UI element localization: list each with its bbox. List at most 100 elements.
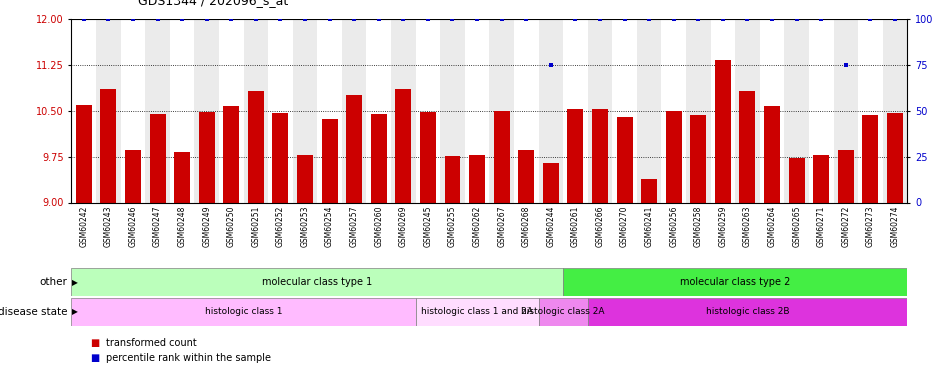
Text: percentile rank within the sample: percentile rank within the sample bbox=[106, 353, 270, 363]
Bar bbox=[661, 19, 685, 203]
Bar bbox=[194, 19, 219, 203]
Text: GDS1344 / 202096_s_at: GDS1344 / 202096_s_at bbox=[138, 0, 288, 8]
Bar bbox=[223, 106, 239, 202]
Bar bbox=[219, 19, 244, 203]
Bar bbox=[812, 155, 828, 203]
Point bbox=[272, 16, 288, 22]
Point bbox=[616, 16, 631, 22]
Point bbox=[420, 16, 435, 22]
Bar bbox=[342, 19, 367, 203]
Bar bbox=[169, 19, 194, 203]
Text: histologic class 1 and 2A: histologic class 1 and 2A bbox=[421, 308, 532, 316]
Bar bbox=[71, 19, 96, 203]
Text: histologic class 1: histologic class 1 bbox=[205, 308, 282, 316]
Bar bbox=[611, 19, 636, 203]
Bar bbox=[444, 156, 460, 203]
Point bbox=[445, 16, 460, 22]
Point bbox=[788, 16, 803, 22]
Bar bbox=[783, 19, 808, 203]
Point bbox=[347, 16, 362, 22]
Bar bbox=[493, 111, 509, 202]
Bar bbox=[689, 115, 705, 202]
Point bbox=[322, 16, 337, 22]
Point bbox=[567, 16, 583, 22]
Bar bbox=[685, 19, 710, 203]
Bar bbox=[759, 19, 783, 203]
Bar bbox=[468, 155, 485, 203]
Bar bbox=[272, 113, 288, 202]
Point bbox=[838, 62, 853, 68]
Bar bbox=[71, 268, 563, 296]
Bar bbox=[764, 106, 780, 202]
Bar bbox=[415, 19, 440, 203]
Point bbox=[665, 16, 681, 22]
Text: molecular class type 2: molecular class type 2 bbox=[680, 277, 789, 287]
Bar bbox=[174, 152, 189, 202]
Bar bbox=[837, 150, 853, 202]
Point bbox=[248, 16, 263, 22]
Text: disease state: disease state bbox=[0, 307, 68, 317]
Bar bbox=[543, 163, 558, 202]
Point bbox=[813, 16, 828, 22]
Bar bbox=[71, 298, 415, 326]
Point bbox=[199, 16, 214, 22]
Point bbox=[174, 16, 189, 22]
Bar bbox=[538, 298, 587, 326]
Text: ■: ■ bbox=[90, 353, 100, 363]
Point bbox=[76, 16, 91, 22]
Bar bbox=[739, 91, 755, 202]
Bar bbox=[121, 19, 145, 203]
Bar bbox=[395, 89, 411, 202]
Point bbox=[370, 16, 386, 22]
Bar bbox=[420, 112, 435, 202]
Bar bbox=[145, 19, 169, 203]
Bar bbox=[513, 19, 538, 203]
Point bbox=[469, 16, 485, 22]
Bar bbox=[808, 19, 833, 203]
Bar bbox=[198, 112, 214, 202]
Point bbox=[395, 16, 410, 22]
Bar bbox=[538, 19, 563, 203]
Bar bbox=[862, 115, 878, 202]
Bar bbox=[390, 19, 415, 203]
Bar bbox=[714, 60, 730, 202]
Bar bbox=[563, 268, 906, 296]
Bar bbox=[125, 150, 141, 202]
Text: other: other bbox=[40, 277, 68, 287]
Point bbox=[886, 16, 902, 22]
Bar bbox=[616, 117, 632, 202]
Bar bbox=[149, 114, 166, 202]
Point bbox=[297, 16, 312, 22]
Point bbox=[224, 16, 239, 22]
Bar bbox=[346, 95, 362, 202]
Bar bbox=[292, 19, 317, 203]
Text: histologic class 2A: histologic class 2A bbox=[521, 308, 605, 316]
Bar bbox=[636, 19, 661, 203]
Point bbox=[739, 16, 754, 22]
Text: ▶: ▶ bbox=[72, 308, 78, 316]
Bar bbox=[465, 19, 488, 203]
Text: transformed count: transformed count bbox=[106, 338, 196, 348]
Text: ■: ■ bbox=[90, 338, 100, 348]
Bar bbox=[100, 89, 116, 202]
Bar bbox=[297, 155, 312, 203]
Bar bbox=[788, 158, 803, 203]
Bar bbox=[321, 118, 337, 202]
Bar bbox=[268, 19, 292, 203]
Bar bbox=[488, 19, 513, 203]
Bar bbox=[641, 179, 657, 203]
Bar bbox=[367, 19, 390, 203]
Bar bbox=[415, 298, 538, 326]
Point bbox=[592, 16, 607, 22]
Bar bbox=[518, 150, 534, 202]
Bar bbox=[833, 19, 857, 203]
Bar bbox=[886, 113, 902, 202]
Point bbox=[125, 16, 140, 22]
Point bbox=[101, 16, 116, 22]
Bar bbox=[734, 19, 759, 203]
Bar bbox=[244, 19, 268, 203]
Point bbox=[862, 16, 877, 22]
Bar bbox=[440, 19, 465, 203]
Text: molecular class type 1: molecular class type 1 bbox=[262, 277, 372, 287]
Point bbox=[149, 16, 165, 22]
